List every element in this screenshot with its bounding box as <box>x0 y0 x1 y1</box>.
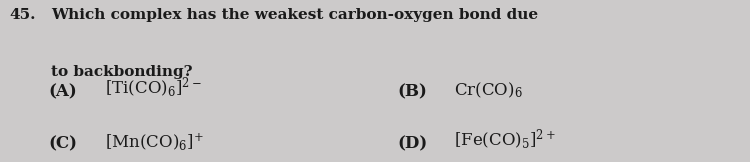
Text: $[\mathrm{Fe(CO)_5}]^{2+}$: $[\mathrm{Fe(CO)_5}]^{2+}$ <box>454 128 556 152</box>
Text: $[\mathrm{Mn(CO)_6}]^{+}$: $[\mathrm{Mn(CO)_6}]^{+}$ <box>105 131 204 152</box>
Text: (B): (B) <box>398 83 427 100</box>
Text: (D): (D) <box>398 135 427 152</box>
Text: $[\mathrm{Ti(CO)_6}]^{2-}$: $[\mathrm{Ti(CO)_6}]^{2-}$ <box>105 76 202 100</box>
Text: 45.: 45. <box>9 8 35 22</box>
Text: to backbonding?: to backbonding? <box>51 65 193 79</box>
Text: (C): (C) <box>49 135 78 152</box>
Text: Which complex has the weakest carbon-oxygen bond due: Which complex has the weakest carbon-oxy… <box>51 8 538 22</box>
Text: $\mathrm{Cr(CO)_6}$: $\mathrm{Cr(CO)_6}$ <box>454 81 523 100</box>
Text: (A): (A) <box>49 83 77 100</box>
